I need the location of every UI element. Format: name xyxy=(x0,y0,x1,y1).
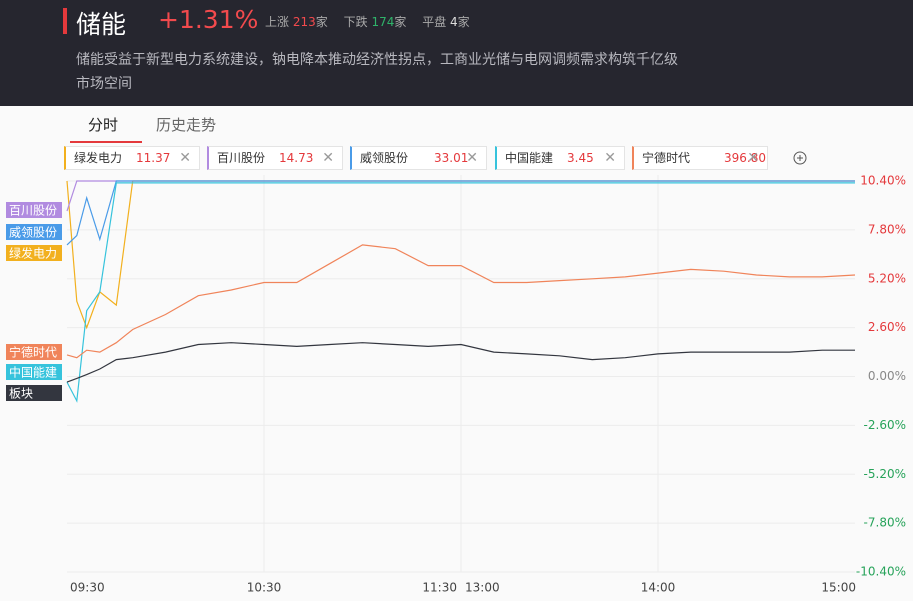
y-tick-label: 10.40% xyxy=(860,174,906,188)
series-label: 百川股份 xyxy=(9,204,57,218)
y-tick-label: -7.80% xyxy=(864,516,906,530)
stock-price: 14.73 xyxy=(279,151,314,165)
header: 储能 +1.31% 上涨 213家 下跌 174家 平盘 4家 储能受益于新型电… xyxy=(0,0,913,106)
x-tick-label: 11:30 xyxy=(422,581,457,595)
x-tick-label: 13:00 xyxy=(465,581,500,595)
x-tick-label: 10:30 xyxy=(247,581,282,595)
plot-area xyxy=(0,175,913,601)
stock-name: 百川股份 xyxy=(217,151,266,165)
tab[interactable]: 历史走势 xyxy=(156,116,217,134)
series-line xyxy=(66,180,855,246)
close-icon[interactable]: ✕ xyxy=(604,150,616,166)
y-tick-label: 0.00% xyxy=(868,369,906,383)
stock-chip[interactable]: 中国能建 3.45 ✕ xyxy=(495,146,625,170)
y-tick-label: 5.20% xyxy=(868,271,906,285)
series-label-bg xyxy=(6,385,62,401)
series-label: 威领股份 xyxy=(9,226,57,240)
y-tick-label: -5.20% xyxy=(864,467,906,481)
y-tick-label: 7.80% xyxy=(868,222,906,236)
unit: 家 xyxy=(394,15,407,29)
series-label-bg xyxy=(6,224,62,240)
tab[interactable]: 分时 xyxy=(88,116,119,134)
x-tick-label: 14:00 xyxy=(641,581,676,595)
sector-title: 储能 xyxy=(76,10,127,39)
series-label-bg xyxy=(6,344,62,360)
unit: 家 xyxy=(315,15,328,29)
description: 储能受益于新型电力系统建设，钠电降本推动经济性拐点，工商业光储与电网调频需求构筑… xyxy=(76,52,678,92)
series-label-bg xyxy=(6,202,62,218)
stock-name: 威领股份 xyxy=(360,151,409,165)
close-icon[interactable]: ✕ xyxy=(179,150,191,166)
x-tick-label: 09:30 xyxy=(70,581,105,595)
close-icon[interactable]: ✕ xyxy=(747,150,759,166)
series-label-bg xyxy=(6,364,62,380)
series-label-bg xyxy=(6,245,62,261)
down-count: 174 xyxy=(371,15,395,29)
stock-chip[interactable]: 百川股份 14.73 ✕ xyxy=(207,146,343,170)
stock-chip[interactable]: 绿发电力 11.37 ✕ xyxy=(64,146,200,170)
series-label: 绿发电力 xyxy=(9,246,57,261)
y-tick-label: -10.40% xyxy=(856,565,906,579)
stock-name: 绿发电力 xyxy=(74,151,123,165)
stock-price: 396.80 xyxy=(724,151,766,165)
up-label: 上涨 xyxy=(265,15,290,29)
stock-price: 3.45 xyxy=(567,151,594,165)
add-icon-plus xyxy=(797,155,803,161)
stock-chip[interactable]: 威领股份 33.01 ✕ xyxy=(350,146,487,170)
close-icon[interactable]: ✕ xyxy=(322,150,334,166)
series-label: 宁德时代 xyxy=(9,345,57,360)
stock-name: 中国能建 xyxy=(505,151,554,165)
accent-bar xyxy=(63,8,67,34)
series-line xyxy=(66,342,855,383)
breadth: 上涨 213家 下跌 174家 平盘 4家 xyxy=(265,13,470,30)
add-icon[interactable] xyxy=(793,151,807,165)
series-line xyxy=(66,182,855,403)
flat-label: 平盘 xyxy=(422,15,447,29)
stock-price: 33.01 xyxy=(434,151,469,165)
series-label: 板块 xyxy=(9,387,33,401)
stock-chip[interactable]: 宁德时代 396.80 ✕ xyxy=(632,146,768,170)
tab-indicator xyxy=(70,141,142,143)
series-line xyxy=(66,244,856,359)
close-icon[interactable]: ✕ xyxy=(466,150,478,166)
y-tick-label: 2.60% xyxy=(868,320,906,334)
sector-change: +1.31% xyxy=(158,5,259,34)
stock-name: 宁德时代 xyxy=(642,151,691,165)
series-label: 中国能建 xyxy=(9,365,57,380)
x-tick-label: 15:00 xyxy=(821,581,856,595)
unit: 家 xyxy=(457,15,470,29)
down-label: 下跌 xyxy=(343,15,368,29)
stock-price: 11.37 xyxy=(136,151,171,165)
y-tick-label: -2.60% xyxy=(864,418,906,432)
flat-count: 4 xyxy=(450,15,458,29)
up-count: 213 xyxy=(292,15,316,29)
